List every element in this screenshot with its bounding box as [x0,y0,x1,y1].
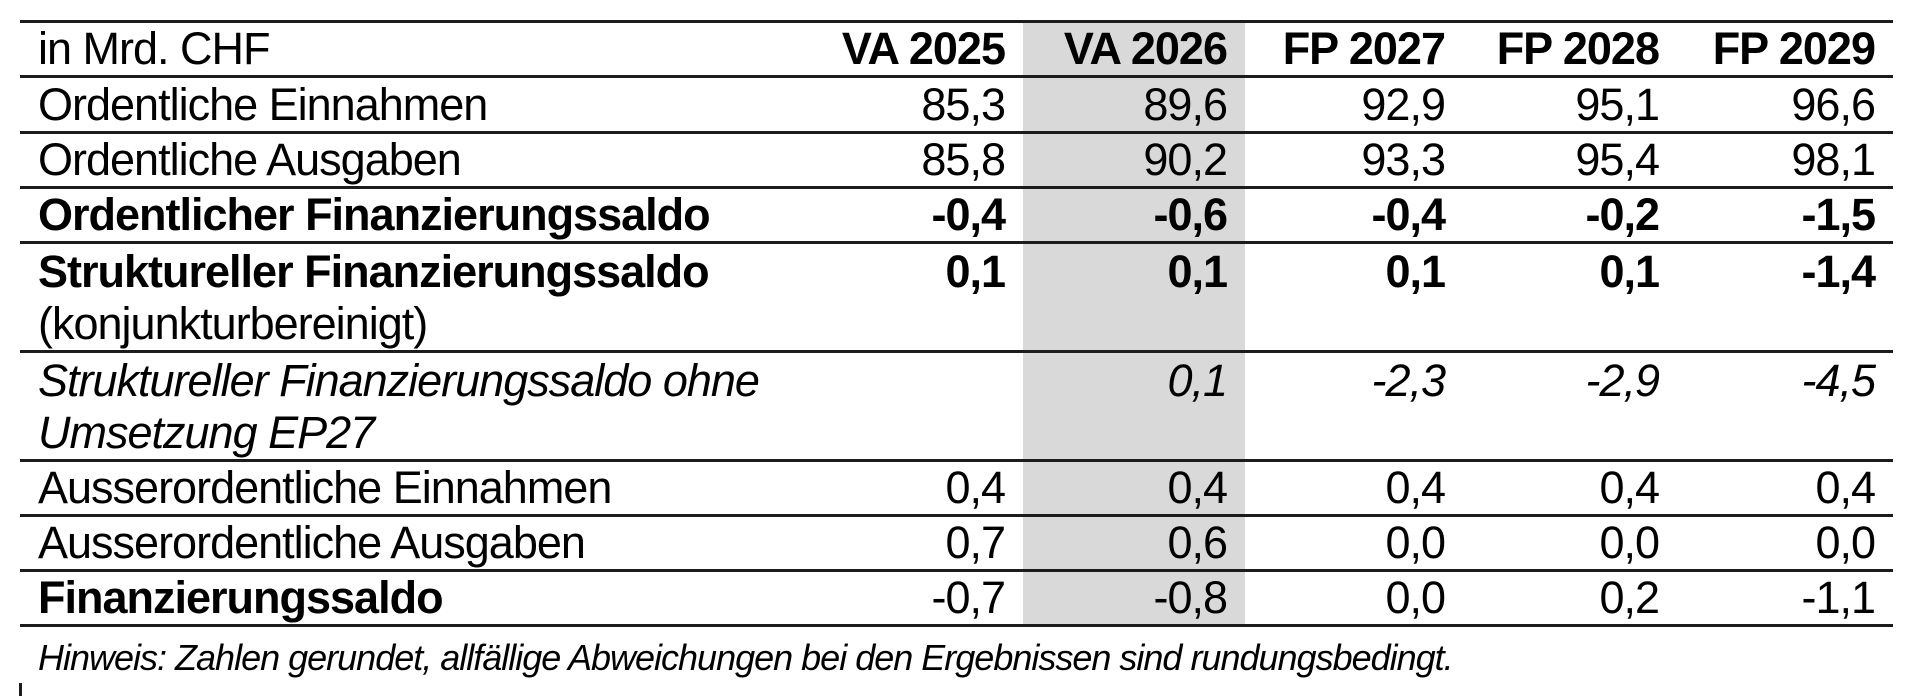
value-cell: 0,0 [1677,514,1893,571]
value-cell: -1,5 [1677,186,1893,243]
page-edge-mark [19,683,22,696]
value-cell: 0,4 [1463,459,1677,516]
value-cell [790,350,1023,461]
value-cell: 85,8 [790,131,1023,188]
value-cell: 93,3 [1245,131,1463,188]
row-label: Finanzierungssaldo [20,569,790,627]
unit-label: in Mrd. CHF [20,20,790,77]
row-ausserordentliche-einnahmen: Ausserordentliche Einnahmen 0,4 0,4 0,4 … [20,459,1893,516]
value-cell: -1,1 [1677,569,1893,627]
value-cell: 0,1 [1023,241,1245,352]
value-cell: 0,4 [790,459,1023,516]
row-label: Ordentliche Ausgaben [20,131,790,188]
value-cell: 0,4 [1023,459,1245,516]
value-cell: 0,0 [1245,514,1463,571]
value-cell: 85,3 [790,75,1023,133]
row-label: Ausserordentliche Einnahmen [20,459,790,516]
row-label: Struktureller Finanzierungssaldo (konjun… [20,241,790,352]
column-header-fp-2028: FP 2028 [1463,20,1677,77]
value-cell: -0,8 [1023,569,1245,627]
value-cell: 0,0 [1245,569,1463,627]
row-label: Struktureller Finanzierungssaldo ohne Um… [20,350,790,461]
column-header-va-2025: VA 2025 [790,20,1023,77]
value-cell: -4,5 [1677,350,1893,461]
row-ordentlicher-finanzierungssaldo: Ordentlicher Finanzierungssaldo -0,4 -0,… [20,186,1893,243]
row-finanzierungssaldo: Finanzierungssaldo -0,7 -0,8 0,0 0,2 -1,… [20,569,1893,627]
value-cell: -2,3 [1245,350,1463,461]
value-cell: 0,7 [790,514,1023,571]
row-struktureller-finanzierungssaldo: Struktureller Finanzierungssaldo (konjun… [20,241,1893,352]
column-header-fp-2029: FP 2029 [1677,20,1893,77]
value-cell: -0,6 [1023,186,1245,243]
row-ordentliche-einnahmen: Ordentliche Einnahmen 85,3 89,6 92,9 95,… [20,75,1893,133]
value-cell: 0,1 [1463,241,1677,352]
value-cell: 95,4 [1463,131,1677,188]
value-cell: 0,2 [1463,569,1677,627]
row-struktureller-finanzierungssaldo-ohne-ep27: Struktureller Finanzierungssaldo ohne Um… [20,350,1893,461]
value-cell: -0,4 [1245,186,1463,243]
value-cell: 90,2 [1023,131,1245,188]
value-cell: 0,6 [1023,514,1245,571]
footnote: Hinweis: Zahlen gerundet, allfällige Abw… [38,637,1454,678]
value-cell: -1,4 [1677,241,1893,352]
value-cell: 98,1 [1677,131,1893,188]
row-label: Ordentlicher Finanzierungssaldo [20,186,790,243]
row-ordentliche-ausgaben: Ordentliche Ausgaben 85,8 90,2 93,3 95,4… [20,131,1893,188]
value-cell: 0,1 [790,241,1023,352]
row-label: Ausserordentliche Ausgaben [20,514,790,571]
value-cell: 89,6 [1023,75,1245,133]
value-cell: -2,9 [1463,350,1677,461]
value-cell: 0,0 [1463,514,1677,571]
budget-table: in Mrd. CHF VA 2025 VA 2026 FP 2027 FP 2… [20,20,1893,627]
value-cell: 95,1 [1463,75,1677,133]
value-cell: -0,7 [790,569,1023,627]
value-cell: 0,4 [1245,459,1463,516]
value-cell: 0,1 [1245,241,1463,352]
value-cell: 0,1 [1023,350,1245,461]
table-header-row: in Mrd. CHF VA 2025 VA 2026 FP 2027 FP 2… [20,20,1893,77]
column-header-va-2026: VA 2026 [1023,20,1245,77]
value-cell: 96,6 [1677,75,1893,133]
value-cell: -0,4 [790,186,1023,243]
value-cell: -0,2 [1463,186,1677,243]
column-header-fp-2027: FP 2027 [1245,20,1463,77]
row-ausserordentliche-ausgaben: Ausserordentliche Ausgaben 0,7 0,6 0,0 0… [20,514,1893,571]
value-cell: 92,9 [1245,75,1463,133]
row-label: Ordentliche Einnahmen [20,75,790,133]
value-cell: 0,4 [1677,459,1893,516]
